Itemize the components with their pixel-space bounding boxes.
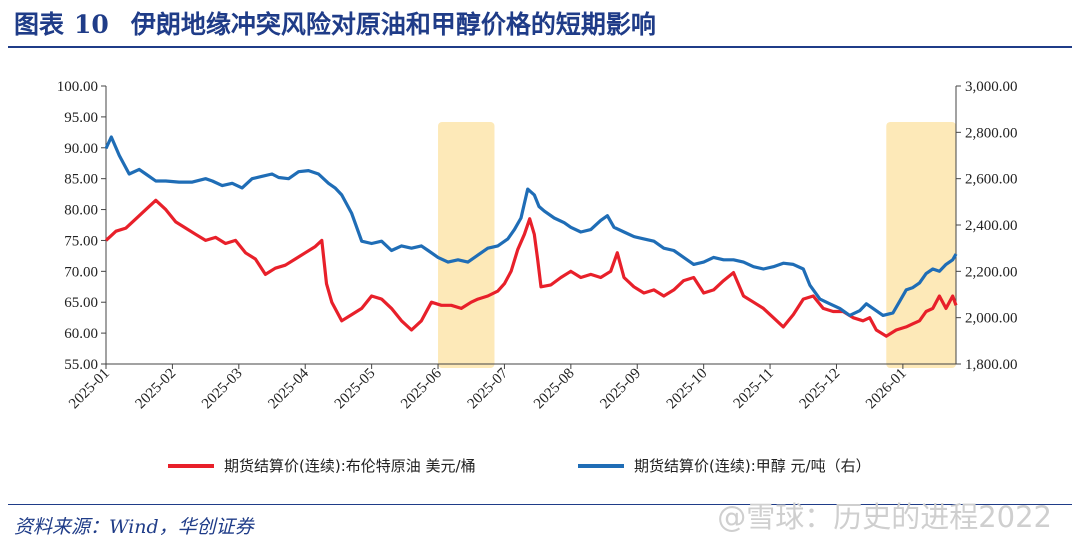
right-tick-label: 2,000.00 [965, 311, 1018, 327]
right-tick-label: 1,800.00 [965, 357, 1018, 373]
left-tick-label: 60.00 [64, 326, 98, 342]
figure-number: 10 [74, 10, 109, 39]
x-tick-label: 2025-12 [797, 366, 844, 413]
figure-title: 图表 10 伊朗地缘冲突风险对原油和甲醇价格的短期影响 [14, 8, 656, 42]
left-tick-label: 80.00 [64, 203, 98, 219]
watermark: @雪球：历史的进程2022 [717, 500, 1052, 534]
x-tick-label: 2025-09 [597, 366, 644, 413]
legend: 期货结算价(连续):布伦特原油 美元/桶 期货结算价(连续):甲醇 元/吨（右） [168, 457, 871, 475]
source-note: 资料来源：Wind，华创证券 [14, 516, 254, 538]
x-tick-label: 2025-11 [731, 366, 777, 412]
title-rule [8, 46, 1072, 48]
line-chart: 55.00 60.00 65.00 70.00 75.00 80.00 85.00 90.00… [57, 79, 1018, 475]
series-lines [104, 135, 958, 338]
x-axis-ticks: 2025-01 2025-02 2025-03 2025-04 2025-05 2025-… [66, 364, 910, 412]
x-tick-label: 2025-04 [265, 365, 312, 412]
left-axis-ticks: 55.00 60.00 65.00 70.00 75.00 80.00 85.00 90.00… [57, 79, 106, 373]
right-tick-label: 2,400.00 [965, 218, 1018, 234]
right-tick-label: 2,800.00 [965, 125, 1018, 141]
x-tick-label: 2025-08 [531, 366, 578, 413]
left-tick-label: 100.00 [57, 79, 98, 95]
brent-series-line [104, 198, 958, 338]
left-tick-label: 55.00 [64, 357, 98, 373]
right-tick-label: 2,600.00 [965, 172, 1018, 188]
figure-label: 图表 [14, 10, 65, 39]
right-axis-ticks: 1,800.00 2,000.00 2,200.00 2,400.00 2,600.00… [956, 79, 1018, 373]
legend-methanol-label: 期货结算价(连续):甲醇 元/吨（右） [634, 457, 871, 475]
x-tick-label: 2025-06 [398, 365, 445, 412]
x-tick-label: 2026-01 [863, 366, 910, 413]
x-tick-label: 2025-02 [133, 366, 180, 413]
right-tick-label: 2,200.00 [965, 264, 1018, 280]
legend-brent-label: 期货结算价(连续):布伦特原油 美元/桶 [224, 457, 476, 475]
x-tick-label: 2025-03 [199, 366, 246, 413]
left-tick-label: 95.00 [64, 110, 98, 126]
left-tick-label: 90.00 [64, 141, 98, 157]
left-tick-label: 85.00 [64, 172, 98, 188]
left-tick-label: 65.00 [64, 295, 98, 311]
figure-title-text: 伊朗地缘冲突风险对原油和甲醇价格的短期影响 [130, 10, 656, 39]
left-tick-label: 75.00 [64, 233, 98, 249]
x-tick-label: 2025-05 [332, 366, 379, 413]
highlight-band-2 [886, 122, 956, 368]
x-tick-label: 2025-07 [465, 365, 512, 412]
left-tick-label: 70.00 [64, 264, 98, 280]
x-tick-label: 2025-10 [664, 366, 711, 413]
right-tick-label: 3,000.00 [965, 79, 1018, 95]
highlight-band-1 [438, 122, 495, 368]
footer-rule [8, 504, 1072, 505]
highlight-regions [438, 122, 956, 368]
methanol-series-line [104, 135, 958, 317]
